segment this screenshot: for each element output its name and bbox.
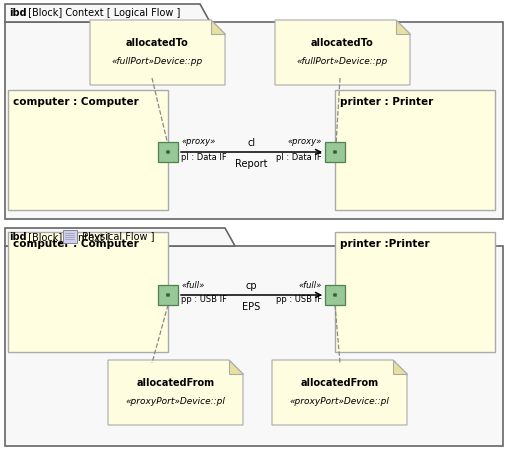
Text: Physical Flow ]: Physical Flow ]: [79, 232, 155, 242]
Text: printer :Printer: printer :Printer: [340, 239, 430, 249]
Text: [Block] Context [: [Block] Context [: [25, 232, 110, 242]
Text: pp : USB IF: pp : USB IF: [276, 295, 322, 304]
FancyBboxPatch shape: [63, 230, 77, 243]
Text: ibd: ibd: [9, 8, 26, 18]
Bar: [158, 142, 178, 162]
Text: «proxy»: «proxy»: [181, 138, 215, 147]
Text: cp: cp: [246, 281, 258, 291]
Text: «proxyPort»Device::pl: «proxyPort»Device::pl: [290, 397, 389, 406]
Text: allocatedFrom: allocatedFrom: [300, 378, 379, 388]
Text: allocatedTo: allocatedTo: [126, 38, 189, 49]
Bar: [158, 285, 178, 305]
Polygon shape: [5, 4, 210, 22]
Bar: [8, 232, 168, 352]
Bar: [335, 90, 495, 210]
Text: allocatedFrom: allocatedFrom: [136, 378, 215, 388]
Bar: [325, 142, 345, 162]
Polygon shape: [275, 20, 410, 85]
Text: Report: Report: [235, 159, 268, 169]
Polygon shape: [229, 360, 243, 374]
Text: pl : Data IF: pl : Data IF: [276, 152, 322, 161]
Bar: [8, 90, 168, 210]
Text: pp : USB IF: pp : USB IF: [181, 295, 227, 304]
Text: computer : Computer: computer : Computer: [13, 97, 139, 107]
Bar: [5, 22, 503, 219]
Polygon shape: [5, 228, 235, 246]
Text: «full»: «full»: [181, 281, 204, 290]
Polygon shape: [396, 20, 410, 34]
Text: computer : Computer: computer : Computer: [13, 239, 139, 249]
Polygon shape: [393, 360, 407, 374]
Text: «proxy»: «proxy»: [288, 138, 322, 147]
Bar: [325, 285, 345, 305]
Text: «fullPort»Device::pp: «fullPort»Device::pp: [297, 57, 388, 66]
Text: allocatedTo: allocatedTo: [311, 38, 374, 49]
Text: pl : Data IF: pl : Data IF: [181, 152, 227, 161]
Text: ibd: ibd: [9, 232, 26, 242]
Text: «full»: «full»: [299, 281, 322, 290]
Text: cl: cl: [247, 138, 256, 148]
Polygon shape: [90, 20, 225, 85]
Text: «proxyPort»Device::pl: «proxyPort»Device::pl: [126, 397, 225, 406]
Text: EPS: EPS: [242, 302, 261, 312]
Polygon shape: [272, 360, 407, 425]
Text: printer : Printer: printer : Printer: [340, 97, 433, 107]
Text: «fullPort»Device::pp: «fullPort»Device::pp: [112, 57, 203, 66]
Polygon shape: [108, 360, 243, 425]
Bar: [335, 232, 495, 352]
Polygon shape: [211, 20, 225, 34]
Text: [Block] Context [ Logical Flow ]: [Block] Context [ Logical Flow ]: [25, 8, 180, 18]
Bar: [5, 246, 503, 446]
